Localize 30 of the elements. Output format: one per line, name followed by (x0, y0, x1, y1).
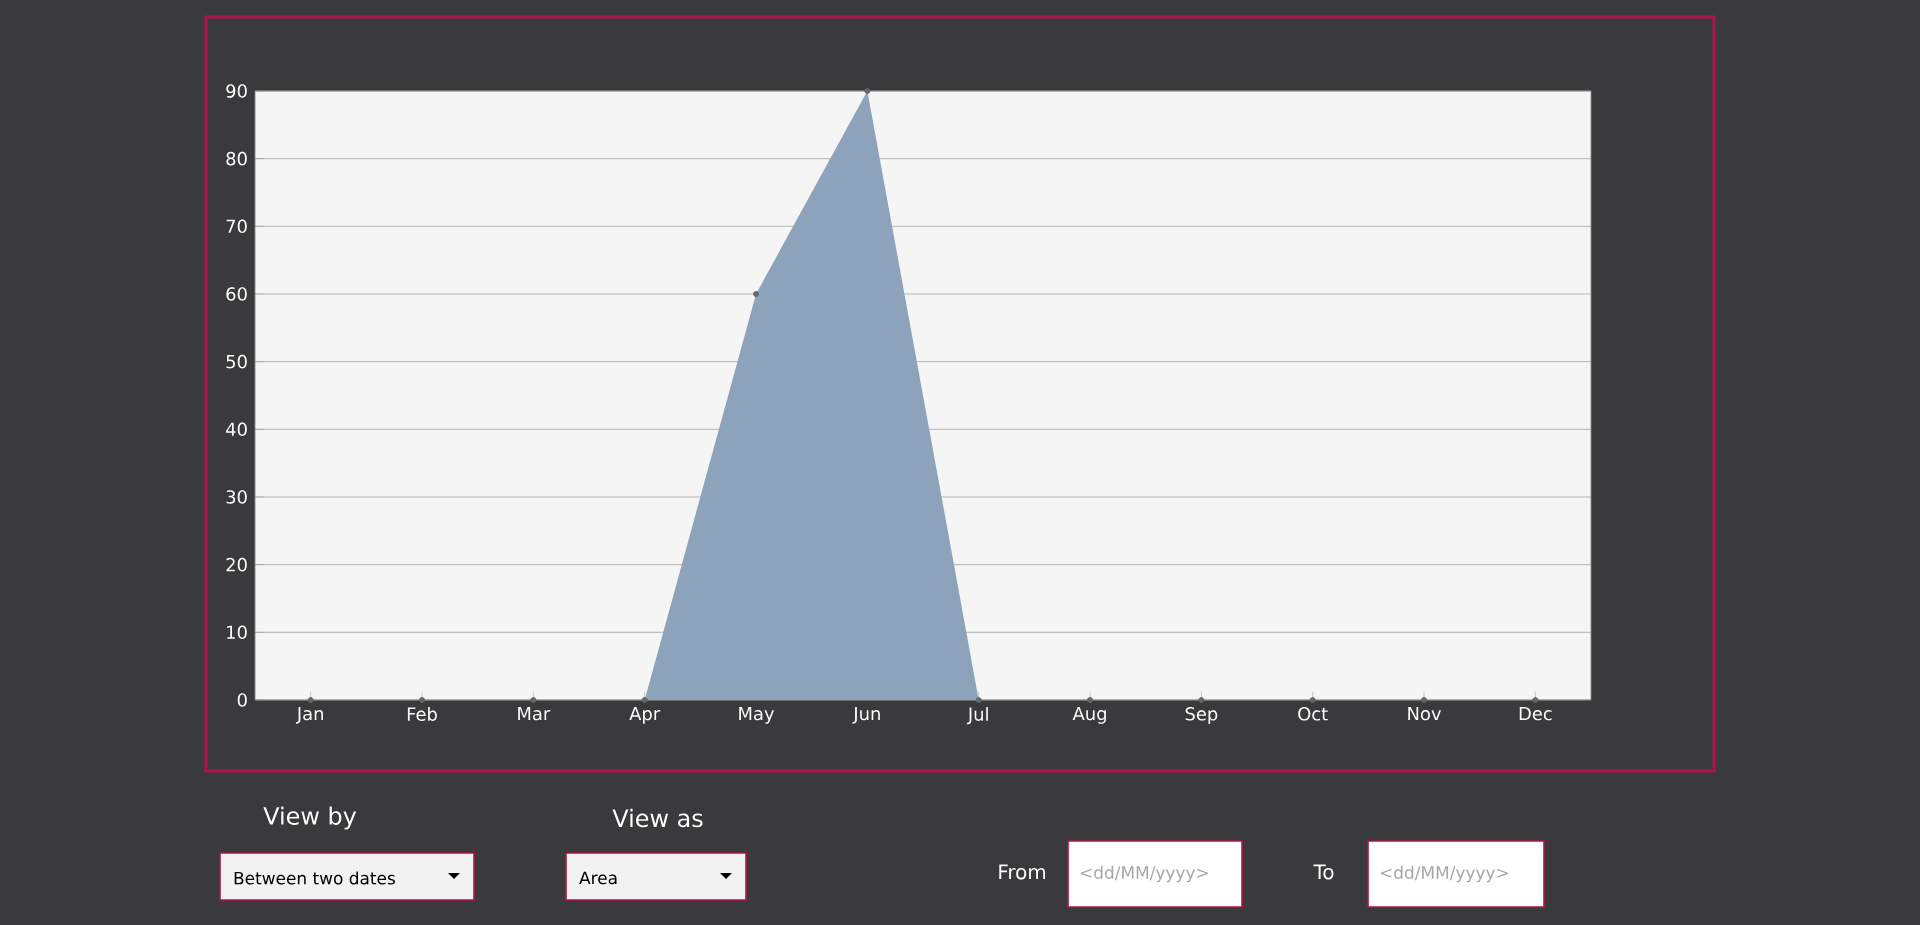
x-tick-label: Oct (1298, 707, 1328, 721)
x-tick-label: Jun (852, 707, 880, 724)
text: Area (579, 871, 617, 885)
y-tick-label: 50 (226, 354, 247, 369)
x-tick-label: Mar (518, 707, 551, 721)
x-tick-label: Nov (1408, 707, 1442, 721)
y-tick-label: 40 (226, 422, 247, 437)
y-tick-label: 80 (226, 151, 247, 166)
text: To (1313, 864, 1334, 880)
y-tick-label: 0 (237, 693, 247, 707)
text: Between two dates (234, 871, 395, 885)
x-tick-label: Jul (966, 707, 988, 725)
text: <dd/MM/yyyy> (1080, 865, 1208, 883)
text: <dd/MM/yyyy> (1380, 865, 1508, 883)
text: From (999, 864, 1046, 880)
x-tick-label: Jan (295, 707, 323, 724)
x-tick-label: Dec (1519, 707, 1552, 721)
x-tick-label: Sep (1185, 707, 1218, 725)
y-tick-label: 20 (226, 557, 247, 572)
y-tick-label: 70 (226, 219, 247, 234)
y-tick-label: 60 (226, 287, 247, 301)
y-tick-label: 90 (226, 84, 247, 98)
text: View as (612, 808, 703, 828)
y-tick-label: 10 (227, 625, 247, 640)
y-tick-label: 30 (226, 490, 247, 504)
x-tick-label: Aug (1072, 707, 1106, 724)
text: View by (263, 806, 357, 830)
x-tick-label: May (739, 707, 775, 724)
x-tick-label: Feb (407, 707, 437, 721)
x-tick-label: Apr (629, 707, 661, 724)
